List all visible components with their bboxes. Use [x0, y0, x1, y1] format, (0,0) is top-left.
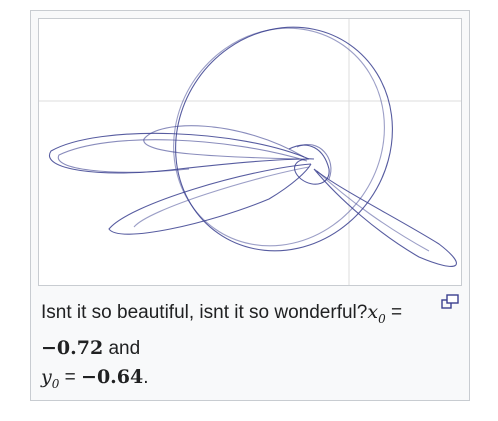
- thumbnail-caption: Isnt it so beautiful, isnt it so wonderf…: [41, 298, 427, 399]
- attractor-loop-large: [175, 26, 393, 252]
- attractor-knot: [288, 144, 330, 185]
- thumbnail-frame: Isnt it so beautiful, isnt it so wonderf…: [30, 10, 470, 401]
- attractor-loop-large-2: [173, 27, 385, 247]
- attractor-image[interactable]: [38, 18, 462, 286]
- caption-joiner: and: [108, 337, 141, 359]
- attractor-knot-2: [296, 144, 332, 180]
- attractor-lobe-left-2: [57, 139, 308, 173]
- attractor-lobe-left: [48, 132, 310, 174]
- magnify-clip-icon[interactable]: [441, 294, 459, 310]
- x0-math: x0 = −0.72: [41, 301, 403, 359]
- attractor-wing-lower: [108, 163, 312, 235]
- attractor-lobe-right: [313, 168, 457, 267]
- attractor-plot: [39, 19, 461, 285]
- attractor-lobe-right-2: [316, 170, 430, 252]
- attractor-lobe-left-3: [143, 125, 305, 160]
- y0-math: y0 = −0.64: [41, 365, 144, 391]
- caption-text: Isnt it so beautiful, isnt it so wonderf…: [41, 302, 368, 323]
- attractor-wing-lower-2: [133, 166, 310, 228]
- caption-end: .: [143, 366, 149, 388]
